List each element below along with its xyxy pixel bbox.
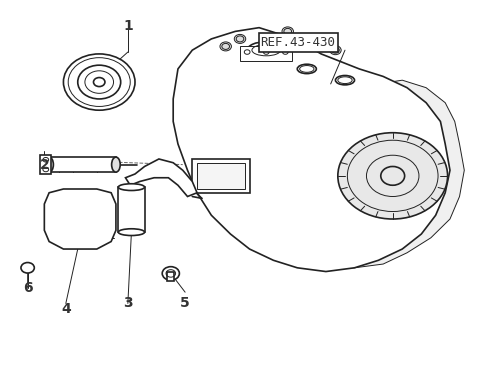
Bar [118,187,144,232]
Ellipse shape [112,157,120,172]
Circle shape [282,27,293,36]
Polygon shape [44,189,116,249]
Ellipse shape [247,42,285,59]
Bar [197,163,245,189]
Text: 1: 1 [123,19,133,33]
Circle shape [330,46,341,55]
Polygon shape [125,159,197,197]
Polygon shape [326,80,464,268]
Circle shape [21,263,34,273]
Circle shape [162,266,180,280]
Ellipse shape [336,76,355,85]
Text: 5: 5 [180,296,190,310]
Ellipse shape [118,229,144,235]
Ellipse shape [45,157,53,172]
Text: 6: 6 [23,282,33,296]
Ellipse shape [118,184,144,191]
FancyBboxPatch shape [259,33,338,52]
Text: 2: 2 [39,158,49,172]
Circle shape [234,34,246,43]
Bar [240,46,292,61]
Text: REF.43-430: REF.43-430 [260,36,335,49]
Text: 3: 3 [123,296,132,310]
Bar [49,157,116,172]
Ellipse shape [297,64,316,74]
Circle shape [306,34,317,43]
Bar [192,159,250,193]
Text: 4: 4 [61,302,71,316]
Bar [39,155,51,174]
Circle shape [63,54,135,110]
Circle shape [338,133,447,219]
Circle shape [220,42,231,51]
Polygon shape [173,28,450,271]
Bar [168,271,174,281]
